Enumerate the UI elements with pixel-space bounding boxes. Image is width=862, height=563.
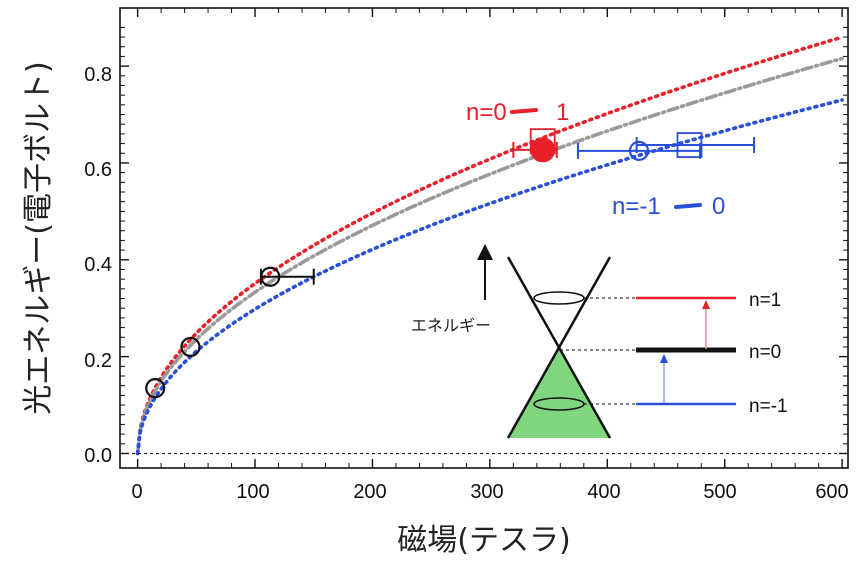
data-point: [180, 336, 201, 358]
level-label-nm1: n=-1: [749, 396, 788, 417]
y-tick-label: 0.6: [84, 159, 112, 181]
x-tick-label: 200: [353, 481, 386, 503]
lower-cone: [508, 350, 610, 438]
curve-layer: [135, 35, 844, 456]
data-point: [530, 137, 556, 163]
x-tick-label: 100: [236, 481, 269, 503]
y-tick-label: 0.4: [84, 254, 112, 276]
series-line-0: [135, 35, 844, 456]
x-tick-label: 400: [587, 481, 620, 503]
level-label-n1: n=1: [749, 290, 781, 311]
level-label-n0: n=0: [749, 342, 781, 363]
transition-blue-head: [660, 354, 668, 363]
tick-layer: [120, 8, 848, 468]
x-tick-label: 500: [703, 481, 736, 503]
data-point: [529, 128, 556, 155]
energy-axis-label: エネルギー: [411, 316, 491, 335]
annotation-red-label: n=0: [466, 99, 507, 126]
y-tick-label: 0.8: [84, 64, 112, 86]
annotation-blue-arrow: [674, 203, 702, 209]
x-axis-title: 磁場(テスラ): [397, 523, 570, 558]
y-axis-title: 光エネルギー(電子ボルト): [21, 61, 56, 414]
cone-line-right: [506, 256, 612, 439]
data-point: [145, 378, 166, 399]
x-tick-label: 600: [815, 481, 848, 503]
plot-frame: [119, 7, 849, 469]
upper-ellipse: [533, 291, 585, 305]
series-line-2: [135, 98, 844, 456]
series-line-1: [135, 56, 844, 456]
x-tick-label: 0: [131, 481, 142, 503]
y-tick-label: 0.0: [84, 445, 112, 467]
y-tick-label: 0.2: [84, 350, 112, 372]
y-tick-labels: 0.0 0.2 0.4 0.6 0.8: [84, 64, 112, 467]
data-point: [676, 132, 703, 158]
annotation-red-arrow: [510, 108, 538, 114]
annotation-blue-label: n=-1: [612, 193, 661, 220]
transition-red-head: [702, 300, 710, 309]
data-point: [260, 266, 281, 287]
data-point-layer: [145, 128, 756, 399]
data-point: [628, 140, 650, 161]
x-tick-labels: 0 100 200 300 400 500 600: [131, 481, 848, 503]
annotation-blue: n=-1 0: [612, 193, 725, 220]
annotation-red: n=0 1: [466, 99, 569, 126]
x-tick-label: 300: [470, 481, 503, 503]
annotation-red-target: 1: [556, 99, 569, 126]
annotation-blue-target: 0: [712, 193, 725, 220]
inset-diagram: エネルギー n=1 n=0 n=-1: [411, 244, 788, 439]
